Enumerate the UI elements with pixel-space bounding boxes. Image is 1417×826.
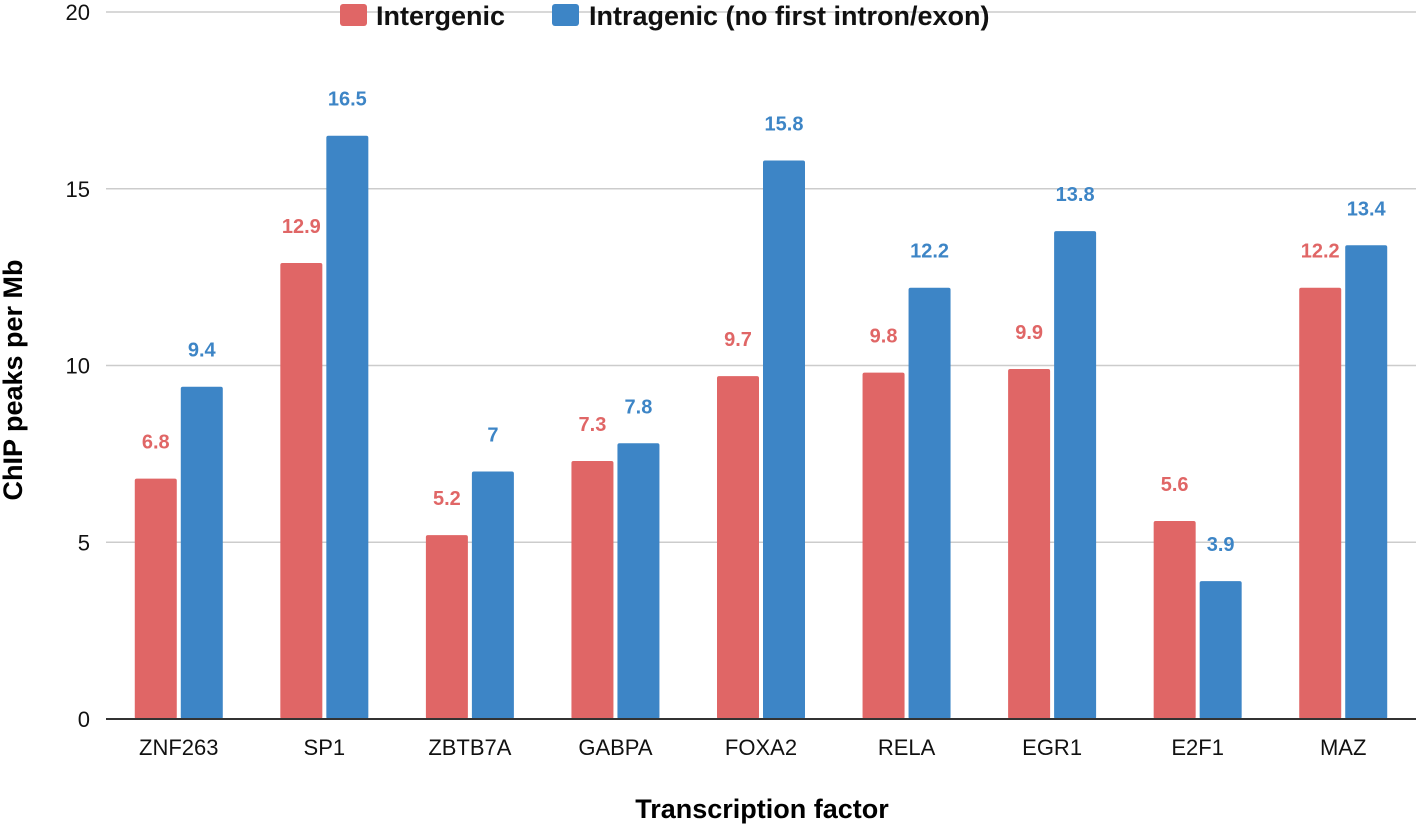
x-tick-label: GABPA — [578, 735, 653, 760]
bar-intragenic-foxa2 — [763, 160, 805, 720]
bar-intragenic-maz — [1345, 245, 1388, 719]
bar-intragenic-gabpa — [617, 443, 660, 719]
bar-intergenic-e2f1 — [1153, 521, 1196, 719]
x-tick-label: E2F1 — [1171, 735, 1224, 760]
data-label: 3.9 — [1207, 534, 1235, 556]
x-axis-categories: ZNF263 SP1 ZBTB7A GABPA FOXA2 RELA EGR1 E2F1 MAZ — [139, 735, 1366, 760]
data-label: 6.8 — [142, 432, 170, 454]
data-label: 15.8 — [765, 113, 804, 135]
legend-swatch — [552, 4, 579, 26]
legend-swatch — [340, 4, 367, 26]
bar-intragenic-zbtb7a — [471, 471, 514, 719]
data-label: 7.3 — [579, 414, 607, 436]
bar-intragenic-e2f1 — [1199, 581, 1242, 719]
y-tick-label: 0 — [78, 707, 90, 732]
bar-intergenic-egr1 — [1008, 369, 1051, 719]
bar-intragenic-rela — [908, 287, 951, 719]
x-tick-label: SP1 — [304, 735, 346, 760]
bar-intergenic-zbtb7a — [425, 535, 468, 719]
x-tick-label: EGR1 — [1022, 735, 1082, 760]
y-axis-ticks: 0 5 10 15 20 — [66, 0, 90, 732]
gridlines — [106, 11, 1416, 543]
data-labels: 6.8 9.4 12.9 16.5 5.2 7 7.3 7.8 9.7 15.8 9.8 12.2 9.… — [142, 89, 1387, 556]
data-label: 13.8 — [1056, 184, 1095, 206]
bar-intergenic-znf263 — [134, 478, 177, 719]
bar-intragenic-egr1 — [1054, 231, 1097, 720]
x-tick-label: ZNF263 — [139, 735, 218, 760]
x-tick-label: RELA — [878, 735, 936, 760]
y-tick-label: 5 — [78, 530, 90, 555]
x-axis-title: Transcription factor — [635, 794, 889, 824]
bar-intergenic-foxa2 — [717, 376, 759, 719]
data-label: 9.7 — [724, 329, 752, 351]
y-tick-label: 10 — [66, 354, 90, 379]
bar-intergenic-maz — [1299, 287, 1342, 719]
x-tick-label: FOXA2 — [725, 735, 797, 760]
bar-intergenic-rela — [862, 372, 905, 719]
y-tick-label: 15 — [66, 177, 90, 202]
bar-intergenic-gabpa — [571, 460, 614, 719]
data-label: 7 — [487, 425, 498, 447]
bar-intragenic-sp1 — [326, 135, 369, 720]
data-label: 9.4 — [188, 340, 217, 362]
x-tick-label: MAZ — [1320, 735, 1366, 760]
data-label: 12.9 — [282, 216, 321, 238]
bars — [134, 135, 1388, 720]
y-tick-label: 20 — [66, 0, 90, 25]
legend-label: Intragenic (no first intron/exon) — [589, 1, 990, 31]
data-label: 13.4 — [1347, 198, 1387, 220]
bar-intragenic-znf263 — [180, 386, 223, 719]
data-label: 5.2 — [433, 488, 461, 510]
y-axis-title: ChIP peaks per Mb — [0, 259, 28, 500]
legend: Intergenic Intragenic (no first intron/ex… — [340, 1, 990, 31]
data-label: 9.9 — [1015, 322, 1043, 344]
legend-label: Intergenic — [376, 1, 505, 31]
data-label: 12.2 — [910, 241, 949, 263]
bar-intergenic-sp1 — [280, 262, 323, 719]
x-tick-label: ZBTB7A — [428, 735, 511, 760]
data-label: 16.5 — [328, 89, 367, 111]
data-label: 9.8 — [870, 326, 898, 348]
data-label: 5.6 — [1161, 474, 1189, 496]
data-label: 12.2 — [1301, 241, 1340, 263]
data-label: 7.8 — [625, 396, 653, 418]
